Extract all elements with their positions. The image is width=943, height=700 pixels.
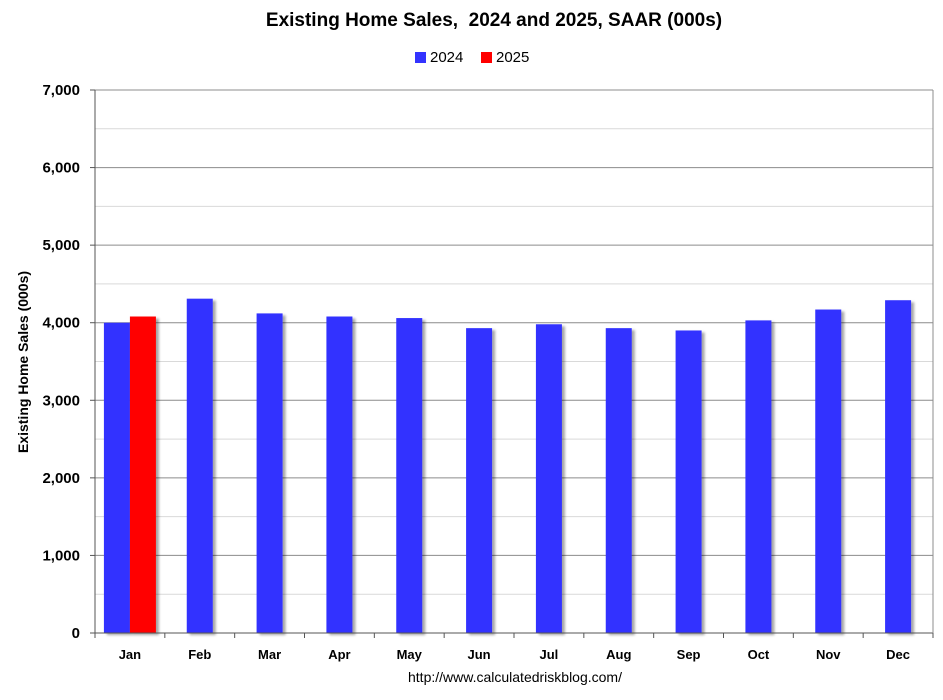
x-tick-label: Dec [886, 647, 910, 662]
bar-2024-apr [326, 316, 353, 633]
bar-2024-oct [745, 320, 772, 633]
x-tick-label: Aug [606, 647, 631, 662]
bar-2024-jul [535, 324, 562, 633]
y-tick-labels: 0 1,000 2,000 3,000 4,000 5,000 6,000 7,000 [42, 82, 80, 642]
bar-2024-mar [256, 313, 283, 633]
x-tick-label: Oct [748, 647, 770, 662]
x-tick-label: Nov [816, 647, 841, 662]
x-tick-labels: Jan Feb Mar Apr May Jun Jul Aug Sep Oct Nov Dec [119, 647, 910, 662]
bar-2024-aug [605, 328, 632, 633]
bar-2025-jan [129, 316, 156, 633]
bar-2024-jan [103, 322, 130, 633]
x-tick-label: Jan [119, 647, 141, 662]
gridlines [95, 89, 933, 595]
legend-swatch-2024 [415, 52, 426, 63]
y-tick-label: 5,000 [42, 237, 80, 254]
x-tick-label: Jul [540, 647, 559, 662]
bar-2024-jun [466, 328, 493, 633]
y-tick-label: 0 [72, 625, 80, 642]
legend-label-2024: 2024 [430, 49, 463, 66]
bar-2024-feb [186, 298, 213, 633]
source-url: http://www.calculatedriskblog.com/ [408, 669, 622, 685]
y-tick-label: 6,000 [42, 160, 80, 177]
y-tick-label: 1,000 [42, 547, 80, 564]
bar-2024-dec [885, 300, 912, 633]
chart-title: Existing Home Sales, 2024 and 2025, SAAR… [266, 10, 722, 31]
bar-2024-nov [815, 309, 842, 633]
axes [90, 89, 934, 638]
x-tick-label: Mar [258, 647, 281, 662]
bar-2024-may [396, 318, 423, 633]
y-axis-label: Existing Home Sales (000s) [15, 271, 31, 453]
x-tick-label: Apr [328, 647, 350, 662]
bar-2024-sep [675, 330, 702, 633]
y-tick-label: 4,000 [42, 315, 80, 332]
x-tick-label: Sep [677, 647, 701, 662]
x-tick-label: Jun [468, 647, 491, 662]
y-tick-label: 3,000 [42, 392, 80, 409]
legend-label-2025: 2025 [496, 49, 529, 66]
bars [103, 298, 912, 633]
y-tick-label: 2,000 [42, 470, 80, 487]
legend: 2024 2025 [415, 49, 529, 66]
legend-swatch-2025 [481, 52, 492, 63]
x-tick-label: May [397, 647, 423, 662]
x-tick-label: Feb [188, 647, 211, 662]
y-tick-label: 7,000 [42, 82, 80, 99]
